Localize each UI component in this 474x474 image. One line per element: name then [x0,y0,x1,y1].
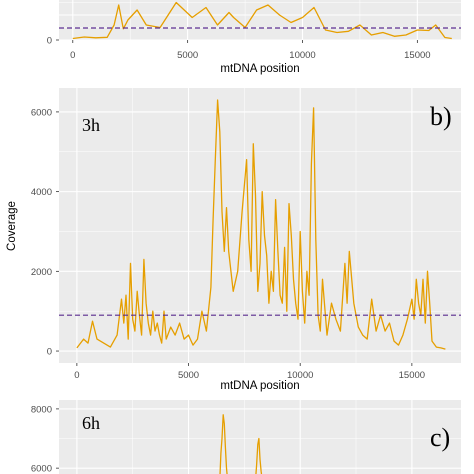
panel-c: 6000 8000 6h c) [31,400,461,474]
panel-b-y-tick-label: 6000 [31,107,52,118]
panel-c-time-annotation: 6h [82,413,100,433]
panel-a-ticks: 0 5000 10000 15000 0 [47,36,431,62]
panel-b-y-tick-label: 4000 [31,187,52,198]
panel-a-x-tick-label: 10000 [289,50,315,61]
panel-a: 0 5000 10000 15000 0 mtDNA position [47,0,461,75]
panel-c-coverage-line [255,437,263,474]
panel-a-x-tick-label: 0 [70,50,75,61]
panel-c-coverage-line [219,414,228,474]
panel-b-background [59,88,461,363]
panel-a-coverage-line [72,1,452,40]
panel-b-x-axis-title: mtDNA position [220,380,299,392]
panel-a-background [59,0,461,40]
panel-b: 0 5000 10000 15000 0 2000 4000 6000 3h b) Cover… [6,88,461,392]
panel-b-x-tick-label: 10000 [287,370,313,381]
panel-c-grid [59,400,461,474]
panel-c-ticks: 6000 8000 [31,404,59,474]
panel-b-time-annotation: 3h [82,115,100,135]
panel-b-y-axis-title: Coverage [6,201,18,251]
panel-c-y-tick-label: 8000 [31,404,52,415]
panel-a-x-axis-title: mtDNA position [220,63,299,75]
panel-a-series [59,1,461,40]
panel-b-series [59,99,461,350]
panel-b-y-tick-label: 2000 [31,267,52,278]
panel-b-coverage-line [76,99,446,350]
panel-b-letter: b) [430,102,452,131]
panel-b-ticks: 0 5000 10000 15000 0 2000 4000 6000 [31,107,425,381]
panel-c-series [219,414,263,474]
panel-b-x-tick-label: 5000 [178,370,199,381]
panel-b-y-tick-label: 0 [47,347,52,358]
panel-a-x-tick-label: 5000 [177,50,198,61]
panel-c-letter: c) [430,423,450,452]
panel-b-x-tick-label: 0 [74,370,79,381]
panel-b-x-tick-label: 15000 [399,370,425,381]
panel-c-y-tick-label: 6000 [31,464,52,474]
panel-a-x-tick-label: 15000 [404,50,430,61]
panel-a-y-tick-label: 0 [47,36,52,47]
